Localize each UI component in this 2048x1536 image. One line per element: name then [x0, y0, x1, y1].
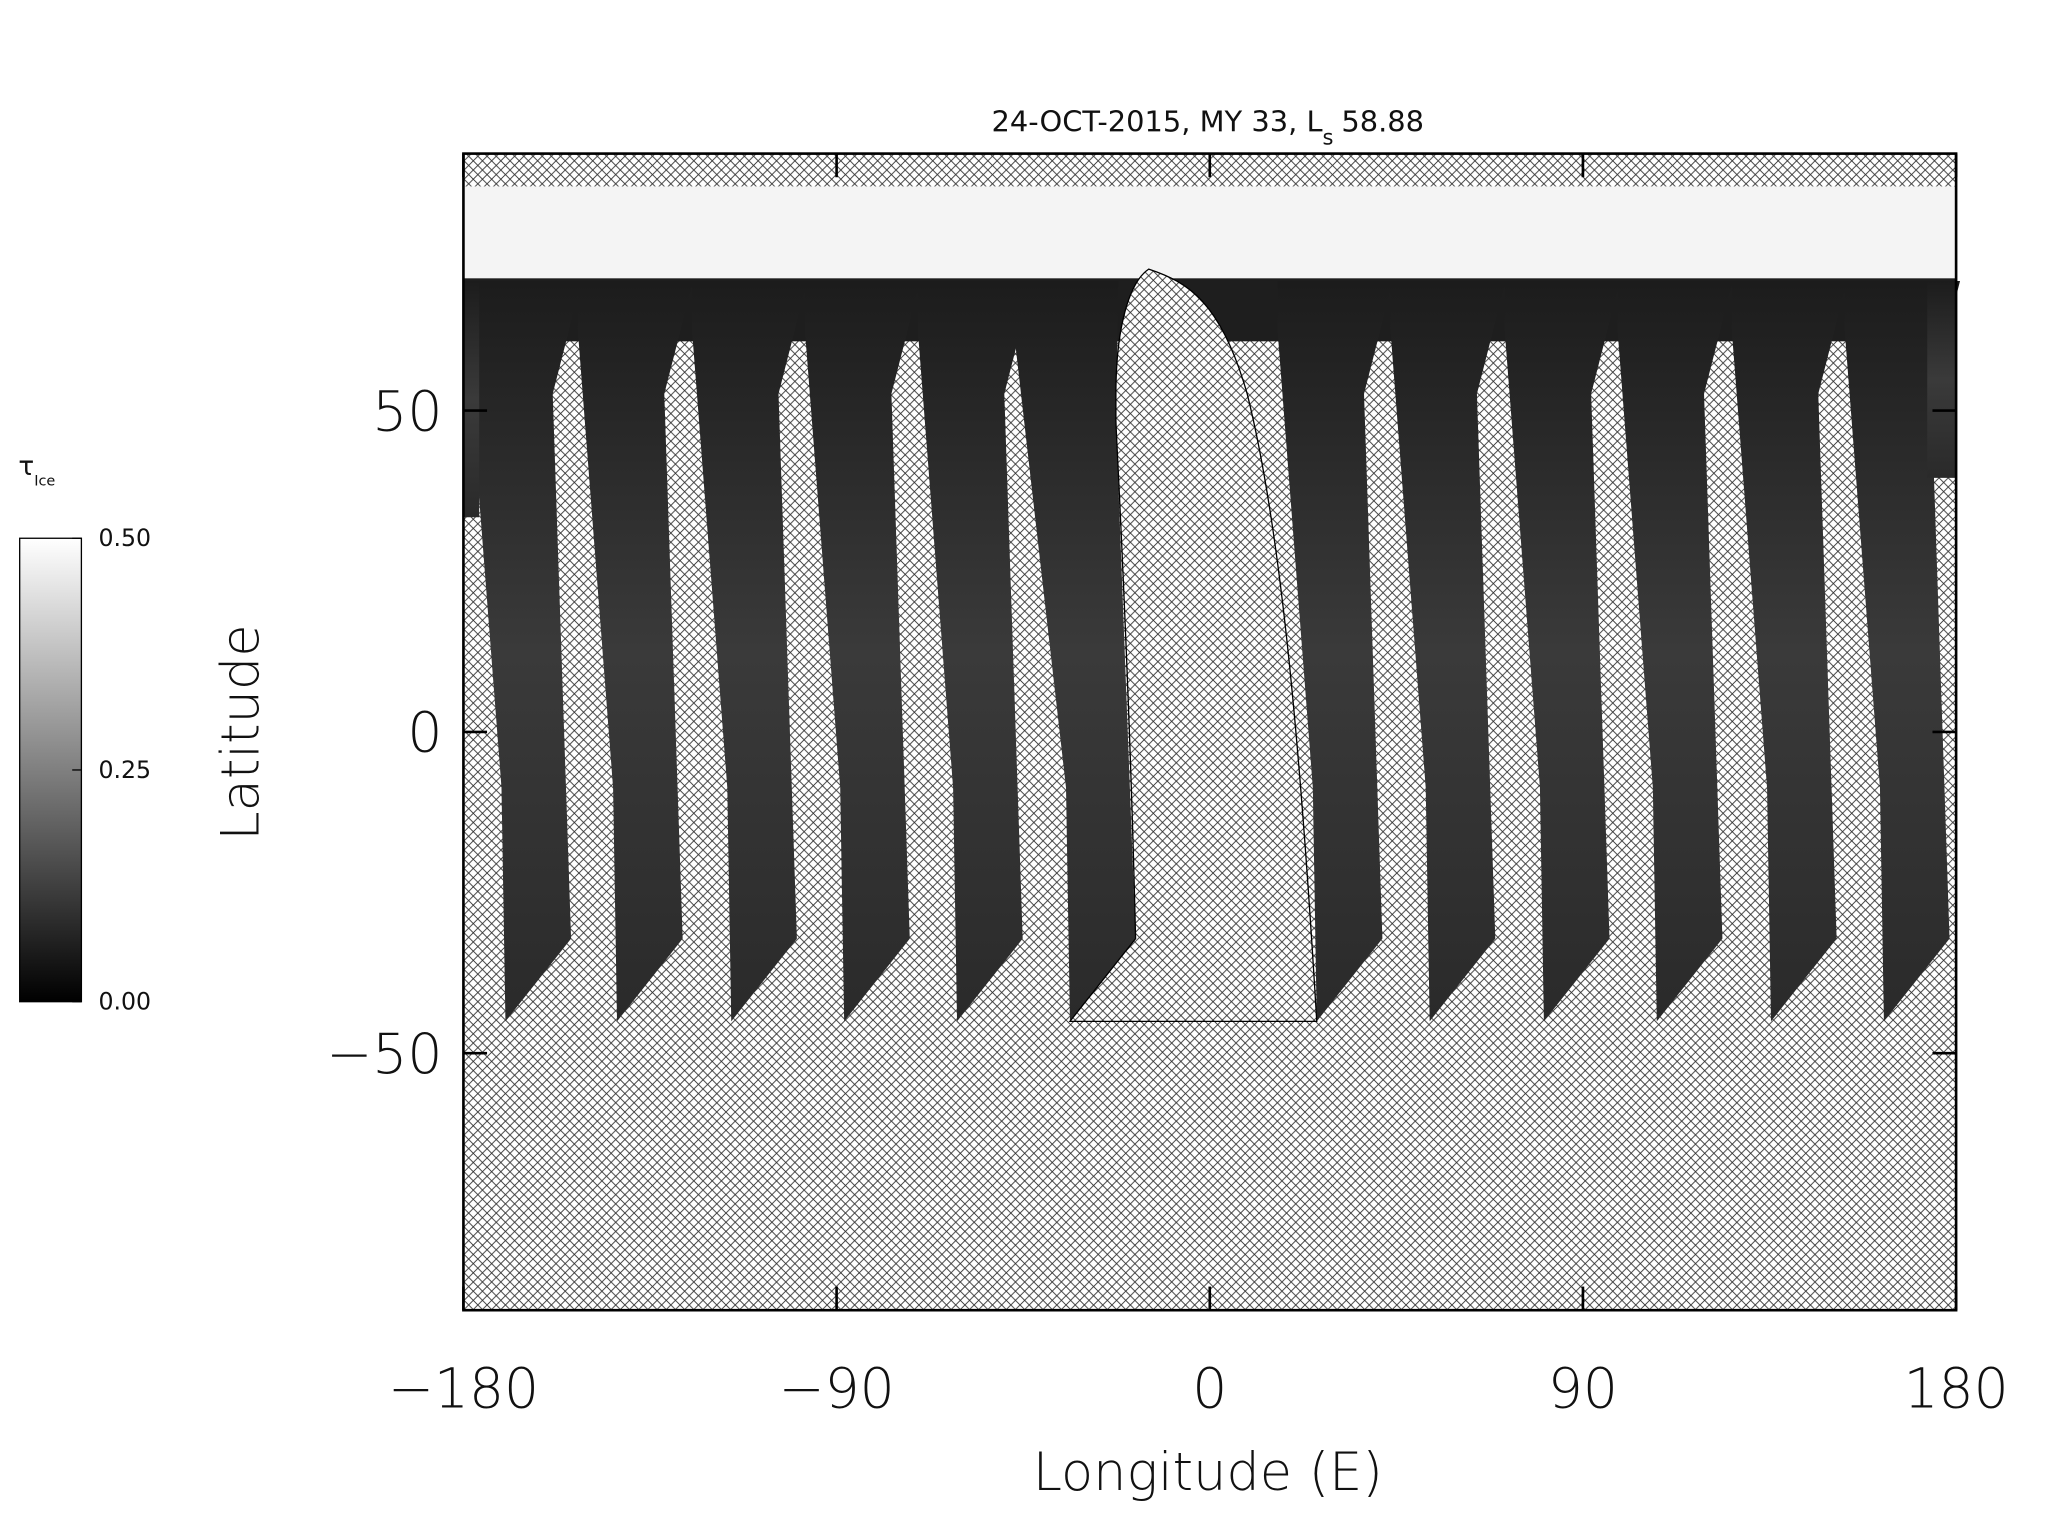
swath — [997, 280, 1136, 1022]
colorbar-tick-label: 0.25 — [98, 756, 151, 784]
x-tick-label: −180 — [388, 1357, 539, 1421]
swath — [1504, 280, 1621, 1022]
swath — [1277, 280, 1393, 1022]
colorbar-subscript: Ice — [34, 474, 55, 490]
title-value: 58.88 — [1341, 104, 1424, 138]
title-text: 24-OCT-2015, MY 33, L — [992, 104, 1323, 138]
y-tick-label: 50 — [372, 380, 442, 444]
y-tick-label: −50 — [326, 1023, 442, 1087]
swath — [1617, 280, 1733, 1022]
swath — [1390, 280, 1506, 1022]
swath — [463, 280, 480, 518]
swath — [466, 280, 582, 1022]
colorbar — [19, 537, 83, 1003]
x-tick-label: 180 — [1903, 1357, 2008, 1421]
x-tick-label: 90 — [1548, 1357, 1618, 1421]
y-tick-label: 0 — [407, 702, 442, 766]
chart-title: 24-OCT-2015, MY 33, Ls 58.88 — [992, 104, 1425, 149]
y-axis-label: Latitude — [211, 625, 272, 841]
swath — [1731, 280, 1848, 1022]
swath — [804, 280, 921, 1022]
swath — [577, 280, 694, 1022]
swath — [917, 280, 1034, 1022]
no-data-region — [1068, 268, 1318, 1023]
colorbar-label: τIce — [18, 452, 55, 490]
colorbar-tick-label: 0.00 — [98, 988, 151, 1016]
x-tick-label: −90 — [778, 1357, 894, 1421]
colorbar-tick-label: 0.50 — [98, 524, 151, 552]
swath — [1927, 280, 1957, 478]
swath — [691, 280, 808, 1022]
colorbar-symbol: τ — [18, 452, 34, 482]
title-subscript: s — [1323, 125, 1334, 149]
x-axis-label: Longitude (E) — [1033, 1442, 1383, 1503]
x-tick-label: 0 — [1192, 1357, 1227, 1421]
